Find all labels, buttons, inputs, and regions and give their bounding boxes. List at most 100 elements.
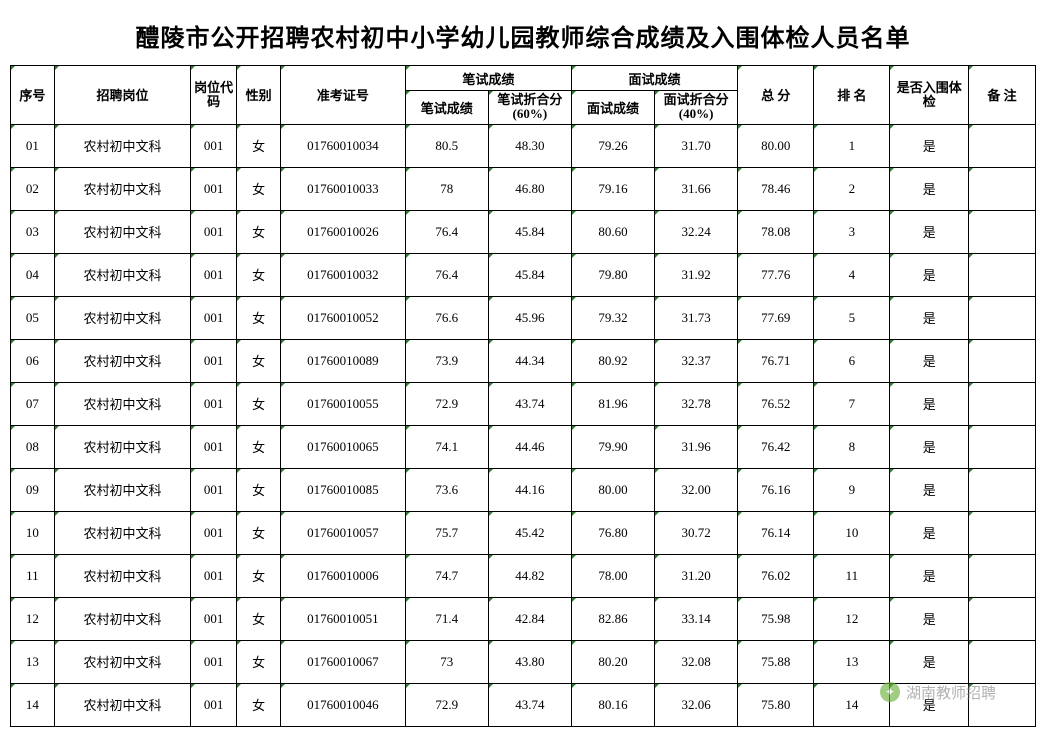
results-table: 序号 招聘岗位 岗位代码 性别 准考证号 笔试成绩 面试成绩 总 分 排 名 是… bbox=[10, 65, 1036, 727]
cell-rank: 12 bbox=[814, 597, 890, 640]
cell-code: 001 bbox=[191, 597, 237, 640]
cell-note bbox=[968, 468, 1035, 511]
cell-wc: 48.30 bbox=[488, 124, 571, 167]
wechat-icon: ✦ bbox=[880, 682, 900, 702]
cell-note bbox=[968, 382, 1035, 425]
cell-exam: 01760010057 bbox=[281, 511, 406, 554]
cell-total: 76.02 bbox=[738, 554, 814, 597]
cell-is: 79.26 bbox=[571, 124, 654, 167]
cell-seq: 03 bbox=[11, 210, 55, 253]
cell-note bbox=[968, 339, 1035, 382]
cell-total: 76.71 bbox=[738, 339, 814, 382]
cell-gender: 女 bbox=[237, 468, 281, 511]
cell-rank: 11 bbox=[814, 554, 890, 597]
cell-wc: 46.80 bbox=[488, 167, 571, 210]
cell-seq: 02 bbox=[11, 167, 55, 210]
cell-rank: 7 bbox=[814, 382, 890, 425]
cell-exam: 01760010051 bbox=[281, 597, 406, 640]
table-row: 05农村初中文科001女0176001005276.645.9679.3231.… bbox=[11, 296, 1036, 339]
cell-code: 001 bbox=[191, 339, 237, 382]
cell-note bbox=[968, 640, 1035, 683]
cell-pass: 是 bbox=[890, 253, 968, 296]
cell-wc: 45.84 bbox=[488, 210, 571, 253]
cell-pos: 农村初中文科 bbox=[54, 640, 190, 683]
header-examno: 准考证号 bbox=[281, 66, 406, 125]
cell-pass: 是 bbox=[890, 339, 968, 382]
cell-ic: 32.00 bbox=[655, 468, 738, 511]
cell-rank: 9 bbox=[814, 468, 890, 511]
cell-gender: 女 bbox=[237, 210, 281, 253]
header-rank: 排 名 bbox=[814, 66, 890, 125]
cell-seq: 07 bbox=[11, 382, 55, 425]
cell-ws: 75.7 bbox=[405, 511, 488, 554]
header-gender: 性别 bbox=[237, 66, 281, 125]
cell-ws: 72.9 bbox=[405, 683, 488, 726]
header-pass: 是否入围体检 bbox=[890, 66, 968, 125]
cell-pass: 是 bbox=[890, 640, 968, 683]
cell-code: 001 bbox=[191, 124, 237, 167]
cell-ic: 31.20 bbox=[655, 554, 738, 597]
cell-is: 80.92 bbox=[571, 339, 654, 382]
table-row: 02农村初中文科001女017600100337846.8079.1631.66… bbox=[11, 167, 1036, 210]
cell-code: 001 bbox=[191, 253, 237, 296]
cell-ic: 30.72 bbox=[655, 511, 738, 554]
table-row: 06农村初中文科001女0176001008973.944.3480.9232.… bbox=[11, 339, 1036, 382]
table-row: 10农村初中文科001女0176001005775.745.4276.8030.… bbox=[11, 511, 1036, 554]
cell-rank: 8 bbox=[814, 425, 890, 468]
cell-ws: 76.6 bbox=[405, 296, 488, 339]
cell-seq: 01 bbox=[11, 124, 55, 167]
cell-pos: 农村初中文科 bbox=[54, 124, 190, 167]
cell-total: 80.00 bbox=[738, 124, 814, 167]
cell-is: 80.60 bbox=[571, 210, 654, 253]
cell-ws: 71.4 bbox=[405, 597, 488, 640]
cell-gender: 女 bbox=[237, 554, 281, 597]
cell-code: 001 bbox=[191, 210, 237, 253]
cell-exam: 01760010089 bbox=[281, 339, 406, 382]
cell-pos: 农村初中文科 bbox=[54, 468, 190, 511]
cell-wc: 44.16 bbox=[488, 468, 571, 511]
cell-exam: 01760010034 bbox=[281, 124, 406, 167]
cell-code: 001 bbox=[191, 468, 237, 511]
cell-gender: 女 bbox=[237, 253, 281, 296]
cell-exam: 01760010055 bbox=[281, 382, 406, 425]
cell-exam: 01760010006 bbox=[281, 554, 406, 597]
cell-rank: 10 bbox=[814, 511, 890, 554]
cell-ws: 76.4 bbox=[405, 210, 488, 253]
cell-ws: 72.9 bbox=[405, 382, 488, 425]
cell-pass: 是 bbox=[890, 382, 968, 425]
cell-pass: 是 bbox=[890, 425, 968, 468]
cell-seq: 13 bbox=[11, 640, 55, 683]
cell-code: 001 bbox=[191, 511, 237, 554]
cell-is: 81.96 bbox=[571, 382, 654, 425]
cell-note bbox=[968, 167, 1035, 210]
cell-ic: 33.14 bbox=[655, 597, 738, 640]
cell-exam: 01760010065 bbox=[281, 425, 406, 468]
header-poscode: 岗位代码 bbox=[191, 66, 237, 125]
cell-pos: 农村初中文科 bbox=[54, 554, 190, 597]
table-row: 09农村初中文科001女0176001008573.644.1680.0032.… bbox=[11, 468, 1036, 511]
cell-pass: 是 bbox=[890, 124, 968, 167]
cell-wc: 44.46 bbox=[488, 425, 571, 468]
cell-total: 75.88 bbox=[738, 640, 814, 683]
cell-seq: 10 bbox=[11, 511, 55, 554]
cell-ws: 73.9 bbox=[405, 339, 488, 382]
cell-seq: 11 bbox=[11, 554, 55, 597]
cell-ws: 73.6 bbox=[405, 468, 488, 511]
cell-ws: 74.1 bbox=[405, 425, 488, 468]
cell-rank: 5 bbox=[814, 296, 890, 339]
cell-seq: 05 bbox=[11, 296, 55, 339]
cell-is: 76.80 bbox=[571, 511, 654, 554]
cell-wc: 42.84 bbox=[488, 597, 571, 640]
cell-exam: 01760010052 bbox=[281, 296, 406, 339]
cell-wc: 44.34 bbox=[488, 339, 571, 382]
cell-total: 78.08 bbox=[738, 210, 814, 253]
cell-pos: 农村初中文科 bbox=[54, 511, 190, 554]
cell-wc: 43.74 bbox=[488, 382, 571, 425]
cell-wc: 43.80 bbox=[488, 640, 571, 683]
cell-ic: 31.92 bbox=[655, 253, 738, 296]
table-row: 03农村初中文科001女0176001002676.445.8480.6032.… bbox=[11, 210, 1036, 253]
cell-pos: 农村初中文科 bbox=[54, 597, 190, 640]
cell-pos: 农村初中文科 bbox=[54, 425, 190, 468]
cell-ws: 73 bbox=[405, 640, 488, 683]
header-position: 招聘岗位 bbox=[54, 66, 190, 125]
